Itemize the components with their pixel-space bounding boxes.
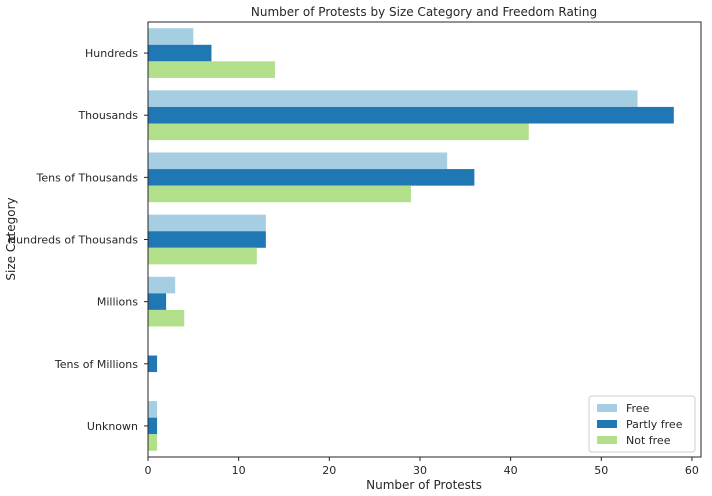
bar-unknown-not-free	[148, 434, 158, 451]
legend-label-free: Free	[626, 402, 650, 415]
bar-thousands-not-free	[148, 123, 529, 141]
legend: Free Partly free Not free	[588, 395, 696, 453]
bar-millions-not-free	[148, 309, 185, 327]
bar-tens-of-thousands-partly-free	[148, 169, 475, 186]
bar-hundreds-free	[148, 28, 194, 45]
y-tick-label: Thousands	[77, 109, 138, 122]
y-tick-label: Hundreds	[85, 47, 138, 60]
x-tick-label: 10	[232, 464, 246, 477]
x-tick-label: 50	[594, 464, 608, 477]
bar-hundreds-not-free	[148, 61, 275, 78]
legend-swatch-not-free	[597, 436, 617, 444]
x-tick-labels: 0 10 20 30 40 50 60	[145, 457, 699, 477]
x-tick-label: 40	[504, 464, 518, 477]
legend-label-partly-free: Partly free	[626, 418, 683, 431]
bar-hundreds-partly-free	[148, 44, 212, 62]
bar-unknown-free	[148, 401, 158, 418]
legend-swatch-free	[597, 404, 617, 412]
y-tick-label: Tens of Thousands	[36, 171, 139, 184]
bar-tens-of-thousands-not-free	[148, 185, 411, 203]
bar-hundreds-of-thousands-partly-free	[148, 231, 266, 248]
legend-label-not-free: Not free	[626, 434, 671, 447]
y-tick-labels: Hundreds Thousands Tens of Thousands Hundre…	[8, 47, 148, 433]
plot-frame	[147, 21, 702, 458]
bars-group	[148, 28, 674, 451]
x-tick-label: 0	[145, 464, 152, 477]
y-axis-title: Size Category	[4, 197, 18, 280]
bar-millions-partly-free	[148, 293, 167, 310]
bar-hundreds-of-thousands-not-free	[148, 247, 257, 265]
x-tick-label: 30	[413, 464, 427, 477]
chart-title: Number of Protests by Size Category and …	[251, 5, 597, 19]
bar-millions-free	[148, 276, 176, 294]
bar-thousands-free	[148, 90, 638, 107]
x-tick-label: 20	[322, 464, 336, 477]
x-axis-title: Number of Protests	[366, 478, 482, 492]
bar-hundreds-of-thousands-free	[148, 214, 266, 232]
bar-tens-of-millions-partly-free	[148, 355, 158, 373]
y-tick-label: Unknown	[87, 420, 138, 433]
bar-unknown-partly-free	[148, 417, 158, 435]
bar-tens-of-thousands-free	[148, 152, 448, 170]
y-tick-label: Millions	[97, 296, 138, 309]
bar-thousands-partly-free	[148, 106, 674, 124]
x-tick-label: 60	[685, 464, 699, 477]
y-tick-label: Hundreds of Thousands	[8, 234, 138, 247]
y-tick-label: Tens of Millions	[54, 358, 138, 371]
legend-swatch-partly-free	[597, 420, 617, 428]
